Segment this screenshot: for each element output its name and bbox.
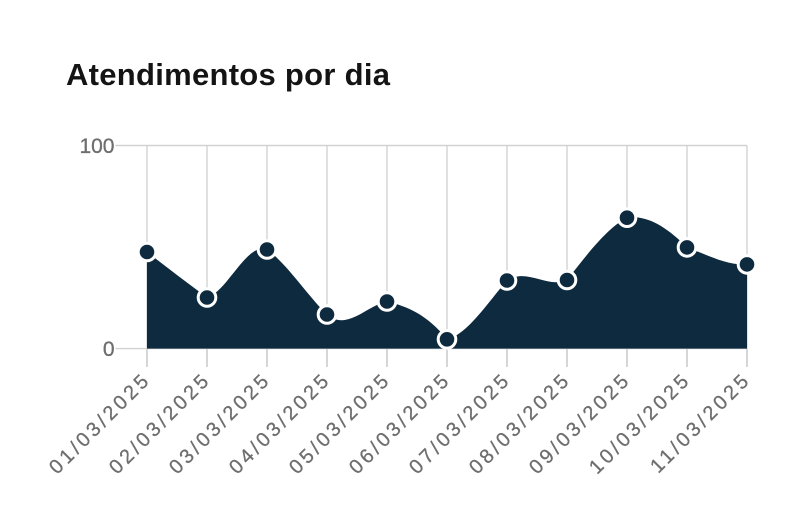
svg-text:09/03/2025: 09/03/2025 <box>525 368 635 478</box>
svg-text:06/03/2025: 06/03/2025 <box>345 368 455 478</box>
svg-text:0: 0 <box>103 338 115 361</box>
svg-text:04/03/2025: 04/03/2025 <box>225 368 335 478</box>
svg-text:02/03/2025: 02/03/2025 <box>105 368 215 478</box>
svg-text:08/03/2025: 08/03/2025 <box>465 368 575 478</box>
svg-text:100: 100 <box>79 135 114 158</box>
svg-text:07/03/2025: 07/03/2025 <box>405 368 515 478</box>
svg-text:03/03/2025: 03/03/2025 <box>165 368 275 478</box>
svg-text:05/03/2025: 05/03/2025 <box>285 368 395 478</box>
svg-text:01/03/2025: 01/03/2025 <box>45 368 155 478</box>
svg-text:10/03/2025: 10/03/2025 <box>585 368 695 478</box>
